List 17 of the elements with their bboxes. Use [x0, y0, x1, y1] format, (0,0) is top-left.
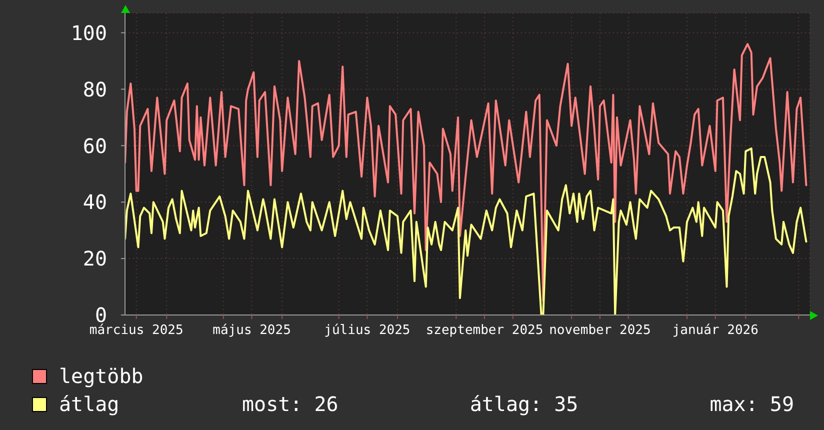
line-series	[125, 147, 808, 315]
text: átlag: 35	[470, 392, 578, 416]
x-tick-label: május 2025	[212, 323, 291, 338]
legend-label: átlag	[59, 392, 120, 416]
text: most: 26	[242, 392, 338, 416]
y-tick-label: 40	[82, 190, 107, 214]
x-tick-label: november 2025	[549, 323, 651, 338]
line-series	[125, 43, 808, 302]
y-tick-label: 80	[82, 77, 107, 102]
x-tick-label: július 2025	[324, 323, 410, 338]
y-tick-label: 100	[70, 20, 107, 45]
x-tick-label: szeptember 2025	[426, 323, 544, 338]
x-tick-label: január 2026	[672, 323, 758, 338]
legend-label: legtöbb	[59, 364, 144, 388]
text: max: 59	[710, 392, 794, 416]
y-tick-label: 60	[82, 134, 107, 158]
y-tick-label: 20	[82, 246, 107, 271]
